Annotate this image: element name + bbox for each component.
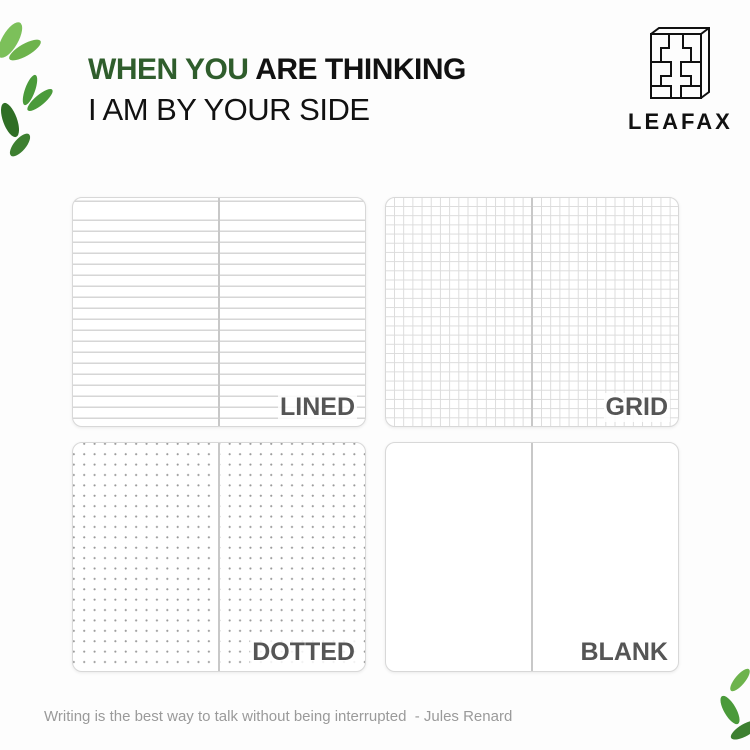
notebook-label: GRID — [603, 393, 670, 422]
leaf-decoration-bottom-right — [720, 668, 750, 740]
brand-logo: LEAFAX — [628, 26, 732, 135]
quote: Writing is the best way to talk without … — [44, 708, 513, 725]
notebook-dotted: DOTTED — [72, 442, 366, 672]
logo-mark-icon — [650, 27, 710, 99]
headline-green: WHEN YOU — [88, 53, 249, 86]
headline: WHEN YOU ARE THINKING I AM BY YOUR SIDE — [88, 50, 466, 130]
headline-subline: I AM BY YOUR SIDE — [88, 92, 370, 127]
spine — [218, 198, 220, 426]
notebook-label: DOTTED — [250, 638, 357, 667]
brand-name: LEAFAX — [628, 109, 733, 134]
spine — [531, 443, 533, 671]
notebook-grid: GRID — [385, 197, 679, 427]
spine — [531, 198, 533, 426]
notebook-label: LINED — [278, 393, 357, 422]
leaf-decoration-top-left — [0, 22, 53, 157]
notebook-label: BLANK — [578, 638, 670, 667]
headline-black: ARE THINKING — [255, 53, 466, 86]
notebook-blank: BLANK — [385, 442, 679, 672]
spine — [218, 443, 220, 671]
notebook-lined: LINED — [72, 197, 366, 427]
